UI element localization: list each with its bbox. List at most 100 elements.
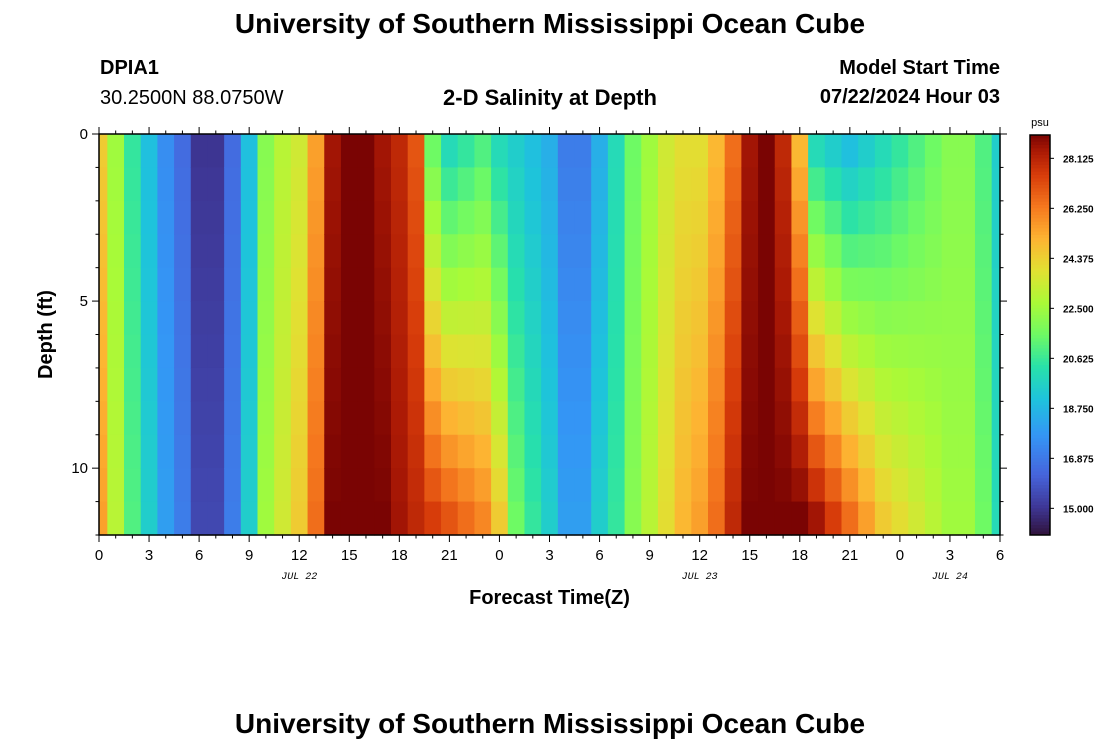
heatmap-cell [274, 200, 292, 235]
heatmap-cell [507, 401, 526, 436]
heatmap-cell [908, 301, 926, 336]
colorbar-segment [1030, 371, 1050, 376]
heatmap-cell [758, 468, 776, 503]
x-tick-label: 9 [245, 547, 253, 564]
heatmap-cell [107, 501, 125, 536]
heatmap-cell [824, 334, 843, 369]
colorbar-segment [1030, 178, 1050, 183]
x-tick-label: 21 [441, 547, 458, 564]
colorbar-segment [1030, 321, 1050, 326]
heatmap-cell [758, 200, 776, 235]
heatmap-cell [624, 334, 642, 369]
heatmap-cell [574, 401, 592, 436]
heatmap-cell [324, 468, 342, 503]
heatmap-cell [774, 367, 793, 402]
heatmap-cell [924, 134, 943, 169]
heatmap-cell [724, 200, 742, 235]
heatmap-cell [424, 167, 442, 202]
heatmap-cell [441, 501, 459, 536]
footer-title: University of Southern Mississippi Ocean… [234, 708, 866, 739]
heatmap-cell [140, 401, 158, 436]
colorbar-segment [1030, 288, 1050, 293]
heatmap-cell [557, 134, 576, 169]
x-tick-label: 15 [341, 547, 358, 564]
colorbar-segment [1030, 135, 1050, 139]
heatmap-cell [758, 234, 776, 269]
colorbar-segment [1030, 381, 1050, 386]
heatmap-cell [274, 134, 292, 169]
heatmap-cell [240, 401, 259, 436]
heatmap-cell [107, 134, 125, 169]
heatmap-cell [107, 367, 125, 402]
colorbar-segment [1030, 145, 1050, 149]
heatmap-cell [924, 301, 943, 336]
heatmap-cell [457, 200, 476, 235]
heatmap-cell [641, 501, 659, 536]
heatmap-cell [207, 134, 225, 169]
heatmap-cell [641, 401, 659, 436]
colorbar-segment [1030, 278, 1050, 283]
heatmap-cell [741, 200, 759, 235]
colorbar-segment [1030, 388, 1050, 393]
heatmap-cell [307, 167, 325, 202]
heatmap-cell [858, 167, 876, 202]
colorbar-segment [1030, 345, 1050, 349]
heatmap-cell [607, 301, 626, 336]
heatmap-cell [340, 434, 359, 469]
heatmap-cell [691, 501, 709, 536]
heatmap-cell [591, 367, 609, 402]
heatmap-cell [474, 200, 492, 235]
heatmap-cell [307, 134, 325, 169]
heatmap-cell [491, 367, 509, 402]
heatmap-cell [224, 468, 242, 503]
heatmap-cell [591, 200, 609, 235]
heatmap-cell [374, 434, 392, 469]
heatmap-cell [140, 234, 158, 269]
heatmap-cell [574, 468, 592, 503]
heatmap-cell [941, 200, 959, 235]
heatmap-cell [99, 234, 108, 269]
heatmap-cell [190, 234, 209, 269]
heatmap-cell [190, 134, 209, 169]
x-tick-label: 0 [495, 547, 503, 564]
heatmap-cell [124, 367, 142, 402]
colorbar-segment [1030, 301, 1050, 306]
heatmap-cell [541, 468, 559, 503]
x-tick-label: 18 [791, 547, 808, 564]
heatmap-cell [841, 267, 859, 302]
heatmap-cell [858, 334, 876, 369]
heatmap-cell [991, 501, 1001, 536]
heatmap-cell [474, 134, 492, 169]
heatmap-cell [641, 234, 659, 269]
heatmap-cell [390, 401, 409, 436]
heatmap-cell [808, 468, 826, 503]
heatmap-cell [124, 334, 142, 369]
x-tick-label: 0 [95, 547, 103, 564]
colorbar-segment [1030, 191, 1050, 196]
heatmap-cell [274, 334, 292, 369]
heatmap-cell [774, 301, 793, 336]
heatmap-cell [958, 134, 976, 169]
heatmap-cell [524, 234, 542, 269]
heatmap-cell [674, 434, 692, 469]
heatmap-cell [991, 468, 1001, 503]
heatmap-cell [340, 234, 359, 269]
heatmap-cell [841, 301, 859, 336]
colorbar-tick-label: 22.500 [1063, 304, 1094, 315]
heatmap-cell [958, 434, 976, 469]
heatmap-cell [708, 334, 726, 369]
y-tick-label: 5 [80, 293, 88, 310]
colorbar-segment [1030, 501, 1050, 506]
heatmap-cell [657, 134, 676, 169]
heatmap-cell [974, 501, 993, 536]
heatmap-cell [691, 234, 709, 269]
heatmap-cell [557, 200, 576, 235]
heatmap-cell [474, 267, 492, 302]
heatmap-cell [657, 367, 676, 402]
heatmap-cell [190, 334, 209, 369]
heatmap-cell [491, 167, 509, 202]
colorbar-segment [1030, 228, 1050, 233]
heatmap-cell [124, 234, 142, 269]
heatmap-cell [774, 200, 793, 235]
heatmap-cell [741, 367, 759, 402]
